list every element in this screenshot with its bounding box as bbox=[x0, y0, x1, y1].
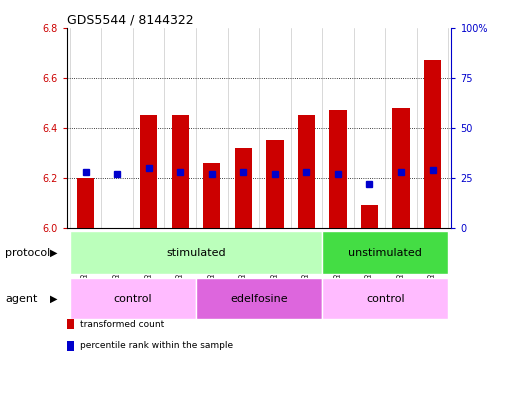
Bar bbox=[322, 278, 448, 320]
Bar bbox=[203, 163, 221, 228]
Bar bbox=[392, 108, 410, 228]
Text: ▶: ▶ bbox=[50, 248, 57, 257]
Text: ▶: ▶ bbox=[50, 294, 57, 304]
Bar bbox=[322, 231, 448, 274]
Bar bbox=[424, 60, 441, 228]
Text: unstimulated: unstimulated bbox=[348, 248, 422, 257]
Bar bbox=[77, 178, 94, 228]
Bar bbox=[298, 115, 315, 228]
Bar bbox=[266, 140, 284, 228]
Bar bbox=[196, 278, 322, 320]
Text: edelfosine: edelfosine bbox=[230, 294, 288, 304]
Bar bbox=[361, 206, 378, 228]
Bar bbox=[70, 278, 196, 320]
Text: GDS5544 / 8144322: GDS5544 / 8144322 bbox=[67, 13, 193, 26]
Text: percentile rank within the sample: percentile rank within the sample bbox=[80, 342, 232, 350]
Bar bbox=[329, 110, 347, 228]
Text: control: control bbox=[366, 294, 405, 304]
Text: protocol: protocol bbox=[5, 248, 50, 257]
Text: agent: agent bbox=[5, 294, 37, 304]
Bar bbox=[70, 231, 322, 274]
Text: stimulated: stimulated bbox=[166, 248, 226, 257]
Bar bbox=[234, 148, 252, 228]
Text: control: control bbox=[113, 294, 152, 304]
Text: transformed count: transformed count bbox=[80, 320, 164, 329]
Bar bbox=[171, 115, 189, 228]
Bar bbox=[140, 115, 157, 228]
